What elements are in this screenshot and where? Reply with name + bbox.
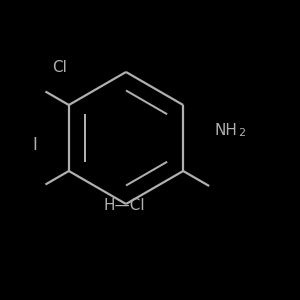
Text: NH: NH <box>214 123 237 138</box>
Text: I: I <box>32 136 37 154</box>
Text: Cl: Cl <box>52 60 68 75</box>
Text: 2: 2 <box>238 128 246 138</box>
Text: H—Cl: H—Cl <box>104 198 145 213</box>
